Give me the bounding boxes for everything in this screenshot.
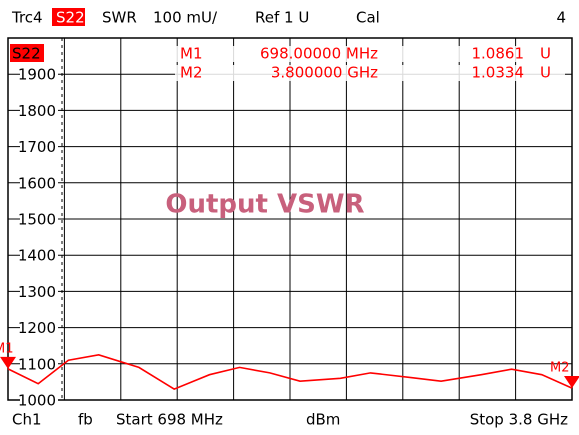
marker-stimulus: 698.00000 MHz [260, 45, 378, 63]
tick-label-bg [20, 283, 58, 300]
marker-triangle [564, 376, 579, 389]
tick-label-bg [20, 319, 58, 336]
tick-label-bg [20, 66, 58, 83]
marker-unit: U [540, 64, 551, 82]
tick-label-bg [20, 102, 58, 119]
marker-name: M1 [180, 45, 203, 63]
marker-stimulus: 3.800000 GHz [271, 64, 378, 82]
header-item: 100 mU/ [153, 9, 218, 27]
y-tick-label: 1100 [18, 355, 56, 373]
marker-bg [175, 46, 565, 62]
y-tick-label: 1800 [18, 102, 56, 120]
marker-response: 1.0861 [472, 45, 525, 63]
y-tick-label: 1600 [18, 174, 56, 192]
tick-label-bg [20, 355, 58, 372]
footer-item: Start 698 MHz [116, 411, 223, 429]
header-item: Ref 1 U [255, 9, 309, 27]
trace-line [7, 353, 573, 390]
footer-item: Stop 3.8 GHz [470, 411, 568, 429]
marker-bg [175, 65, 565, 81]
header-item: Trc4 [11, 9, 43, 27]
y-tick-label: 1900 [18, 66, 56, 84]
y-tick-label: 1000 [18, 392, 56, 410]
marker-flag: M1 [0, 341, 14, 356]
trace-name: S22 [12, 45, 41, 63]
annotation: Output VSWR [165, 190, 364, 220]
tick-label-bg [20, 174, 58, 191]
y-tick-label: 1700 [18, 138, 56, 156]
marker-unit: U [540, 45, 551, 63]
trace-badge [10, 44, 44, 62]
tick-label-bg [20, 138, 58, 155]
header-item: SWR [102, 9, 137, 27]
y-tick-label: 1400 [18, 247, 56, 265]
y-tick-label: 1500 [18, 211, 56, 229]
tick-label-bg [20, 211, 58, 227]
header-item: S22 [56, 9, 85, 27]
trace-badge [52, 8, 85, 26]
y-tick-label: 1200 [18, 319, 56, 337]
header-item: Cal [356, 9, 380, 27]
y-tick-label: 1300 [18, 283, 56, 301]
tick-label-bg [20, 247, 58, 264]
marker-triangle [0, 356, 16, 369]
marker-flag: M2 [550, 361, 570, 376]
footer-item: fb [78, 411, 93, 429]
header-item: 4 [556, 9, 566, 27]
footer-item: dBm [306, 411, 340, 429]
marker-name: M2 [180, 64, 203, 82]
footer-item: Ch1 [12, 411, 42, 429]
tick-label-bg [20, 392, 58, 408]
marker-response: 1.0334 [472, 64, 525, 82]
